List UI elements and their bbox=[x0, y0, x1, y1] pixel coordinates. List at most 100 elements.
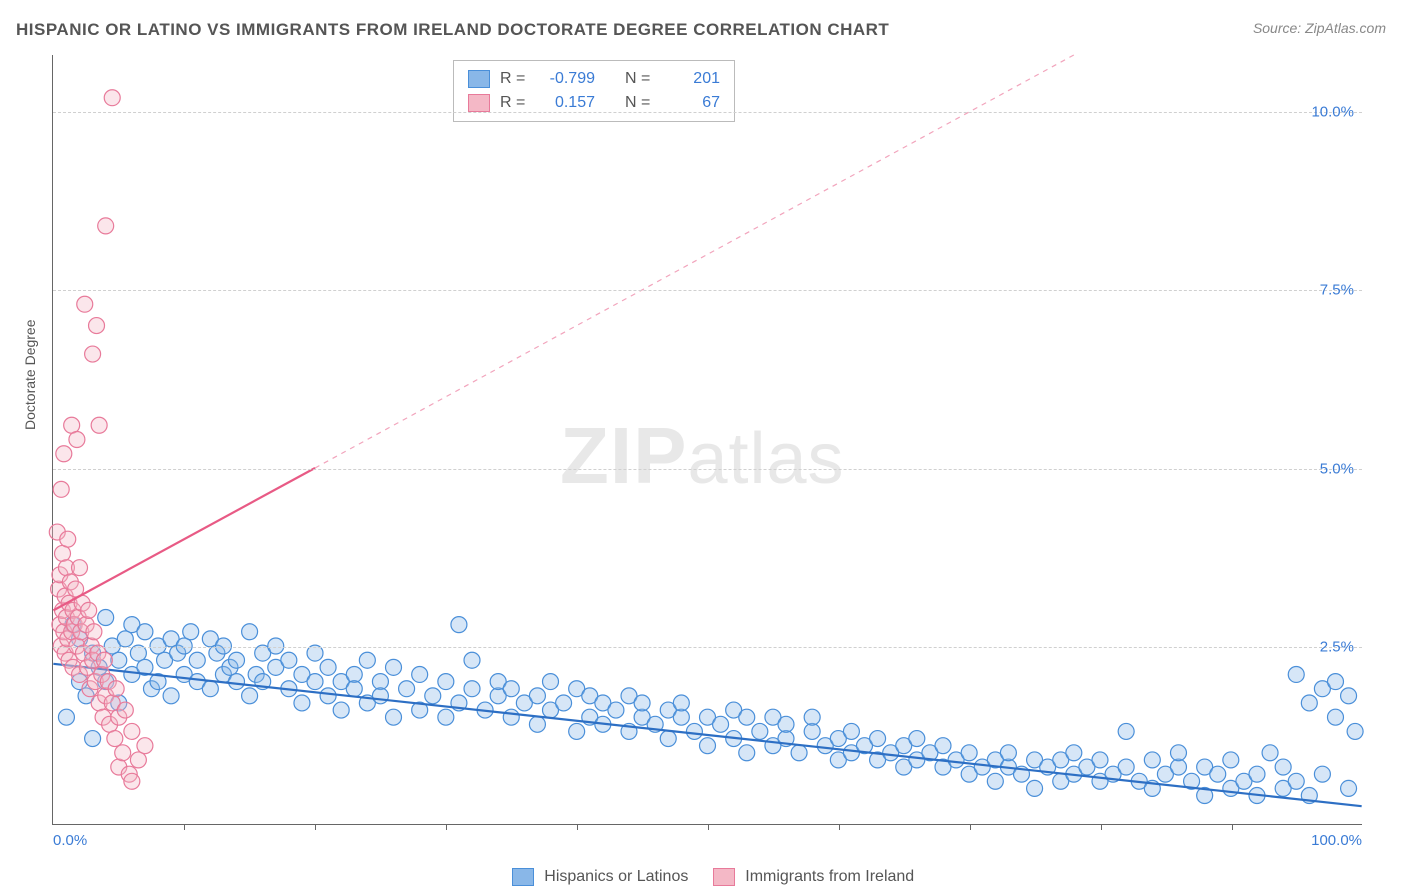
scatter-point bbox=[1288, 773, 1304, 789]
scatter-point bbox=[242, 624, 258, 640]
scatter-point bbox=[804, 709, 820, 725]
scatter-point bbox=[89, 318, 105, 334]
scatter-point bbox=[281, 652, 297, 668]
scatter-point bbox=[1118, 759, 1134, 775]
scatter-point bbox=[359, 652, 375, 668]
scatter-point bbox=[987, 773, 1003, 789]
plot-area: R = -0.799 N = 201 R = 0.157 N = 67 2.5%… bbox=[52, 55, 1362, 825]
legend-bottom: Hispanics or Latinos Immigrants from Ire… bbox=[0, 868, 1406, 886]
scatter-point bbox=[660, 731, 676, 747]
x-tick bbox=[970, 824, 971, 830]
stats-row-1: R = -0.799 N = 201 bbox=[468, 67, 720, 91]
scatter-point bbox=[183, 624, 199, 640]
scatter-point bbox=[320, 659, 336, 675]
scatter-point bbox=[569, 723, 585, 739]
scatter-point bbox=[124, 723, 140, 739]
x-tick bbox=[577, 824, 578, 830]
scatter-point bbox=[77, 296, 93, 312]
stats-n-label-1: N = bbox=[625, 70, 655, 88]
scatter-point bbox=[464, 681, 480, 697]
stats-n-value-1: 201 bbox=[665, 70, 720, 88]
source-label: Source: ZipAtlas.com bbox=[1253, 20, 1386, 36]
scatter-point bbox=[1327, 709, 1343, 725]
scatter-point bbox=[556, 695, 572, 711]
scatter-point bbox=[739, 745, 755, 761]
scatter-point bbox=[130, 752, 146, 768]
scatter-point bbox=[1301, 695, 1317, 711]
scatter-point bbox=[91, 417, 107, 433]
scatter-point bbox=[700, 738, 716, 754]
y-tick-label: 10.0% bbox=[1311, 104, 1354, 121]
legend-label-2: Immigrants from Ireland bbox=[745, 868, 914, 885]
x-tick-label-right: 100.0% bbox=[1311, 832, 1362, 849]
scatter-point bbox=[1288, 666, 1304, 682]
scatter-point bbox=[320, 688, 336, 704]
x-tick-label-left: 0.0% bbox=[53, 832, 87, 849]
scatter-point bbox=[1341, 688, 1357, 704]
scatter-point bbox=[529, 688, 545, 704]
stats-r-value-2: 0.157 bbox=[540, 94, 595, 112]
scatter-point bbox=[608, 702, 624, 718]
scatter-point bbox=[1170, 745, 1186, 761]
scatter-point bbox=[451, 617, 467, 633]
stats-r-label-2: R = bbox=[500, 94, 530, 112]
y-tick-label: 5.0% bbox=[1320, 460, 1354, 477]
trend-line bbox=[53, 664, 1361, 806]
scatter-point bbox=[1027, 780, 1043, 796]
scatter-point bbox=[81, 602, 97, 618]
scatter-point bbox=[1275, 759, 1291, 775]
scatter-point bbox=[108, 681, 124, 697]
scatter-point bbox=[333, 702, 349, 718]
scatter-point bbox=[1314, 766, 1330, 782]
scatter-point bbox=[386, 659, 402, 675]
scatter-point bbox=[935, 738, 951, 754]
scatter-point bbox=[346, 681, 362, 697]
scatter-point bbox=[752, 723, 768, 739]
scatter-point bbox=[843, 723, 859, 739]
chart-title: HISPANIC OR LATINO VS IMMIGRANTS FROM IR… bbox=[16, 20, 889, 40]
stats-n-label-2: N = bbox=[625, 94, 655, 112]
legend-swatch-blue bbox=[512, 868, 534, 886]
y-tick-label: 7.5% bbox=[1320, 282, 1354, 299]
scatter-point bbox=[1249, 766, 1265, 782]
scatter-point bbox=[412, 666, 428, 682]
gridline bbox=[53, 647, 1362, 648]
gridline bbox=[53, 290, 1362, 291]
scatter-point bbox=[1144, 752, 1160, 768]
scatter-point bbox=[58, 709, 74, 725]
scatter-point bbox=[107, 731, 123, 747]
scatter-point bbox=[739, 709, 755, 725]
scatter-point bbox=[85, 346, 101, 362]
scatter-point bbox=[98, 610, 114, 626]
scatter-point bbox=[137, 738, 153, 754]
stats-swatch-pink bbox=[468, 94, 490, 112]
scatter-point bbox=[673, 709, 689, 725]
scatter-point bbox=[294, 695, 310, 711]
scatter-point bbox=[346, 666, 362, 682]
scatter-point bbox=[104, 90, 120, 106]
scatter-point bbox=[778, 716, 794, 732]
scatter-point bbox=[870, 731, 886, 747]
scatter-point bbox=[96, 652, 112, 668]
scatter-point bbox=[72, 560, 88, 576]
scatter-point bbox=[64, 417, 80, 433]
y-axis-label: Doctorate Degree bbox=[22, 319, 38, 430]
scatter-point bbox=[686, 723, 702, 739]
scatter-point bbox=[399, 681, 415, 697]
scatter-point bbox=[372, 688, 388, 704]
scatter-point bbox=[961, 745, 977, 761]
x-tick bbox=[315, 824, 316, 830]
gridline bbox=[53, 469, 1362, 470]
scatter-point bbox=[98, 218, 114, 234]
scatter-point bbox=[115, 745, 131, 761]
scatter-point bbox=[386, 709, 402, 725]
scatter-point bbox=[713, 716, 729, 732]
stats-swatch-blue bbox=[468, 70, 490, 88]
scatter-point bbox=[673, 695, 689, 711]
scatter-point bbox=[1341, 780, 1357, 796]
trend-line bbox=[53, 468, 315, 610]
gridline bbox=[53, 112, 1362, 113]
scatter-point bbox=[117, 631, 133, 647]
scatter-point bbox=[529, 716, 545, 732]
scatter-point bbox=[60, 531, 76, 547]
